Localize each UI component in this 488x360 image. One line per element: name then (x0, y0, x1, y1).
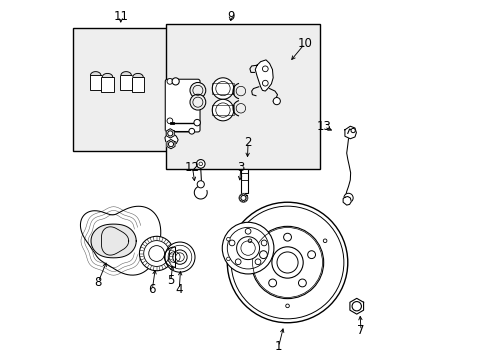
Bar (101, 77, 113, 92)
Circle shape (255, 259, 260, 265)
Circle shape (236, 237, 259, 260)
Circle shape (261, 240, 266, 246)
Polygon shape (344, 126, 356, 139)
Circle shape (167, 78, 172, 84)
Circle shape (262, 66, 267, 72)
Polygon shape (255, 60, 273, 91)
Bar (120, 75, 132, 90)
Circle shape (226, 257, 230, 261)
Bar (89, 75, 102, 90)
Circle shape (222, 222, 273, 274)
Bar (132, 77, 144, 92)
Circle shape (139, 236, 174, 271)
Text: 8: 8 (94, 276, 102, 289)
Polygon shape (133, 73, 143, 77)
Text: 11: 11 (113, 10, 128, 23)
Circle shape (239, 194, 247, 202)
Circle shape (212, 99, 233, 121)
Text: 6: 6 (148, 283, 156, 296)
Circle shape (271, 247, 303, 278)
Polygon shape (166, 129, 174, 138)
Bar (73, 28, 171, 151)
Text: 7: 7 (357, 324, 364, 337)
Circle shape (307, 251, 315, 258)
Text: 5: 5 (167, 274, 174, 287)
Circle shape (259, 251, 267, 258)
Polygon shape (239, 194, 246, 202)
FancyBboxPatch shape (165, 79, 200, 132)
Circle shape (235, 259, 241, 265)
Polygon shape (80, 206, 161, 275)
Circle shape (227, 202, 347, 323)
Circle shape (251, 226, 323, 299)
Circle shape (196, 159, 204, 168)
Circle shape (197, 181, 204, 188)
Circle shape (229, 240, 234, 246)
Text: 1: 1 (274, 340, 282, 353)
Circle shape (164, 242, 195, 272)
Circle shape (298, 279, 305, 287)
Text: 4: 4 (175, 283, 183, 296)
Bar (212, 105, 233, 116)
Text: 9: 9 (226, 10, 234, 23)
Circle shape (172, 78, 179, 85)
Circle shape (190, 82, 205, 98)
Circle shape (247, 239, 251, 243)
Circle shape (262, 80, 267, 86)
Polygon shape (349, 298, 363, 314)
Circle shape (285, 304, 289, 308)
Circle shape (323, 239, 326, 243)
Circle shape (212, 78, 233, 99)
Circle shape (273, 98, 280, 105)
Bar (241, 169, 247, 193)
Polygon shape (102, 73, 112, 77)
Text: 2: 2 (244, 136, 251, 149)
Circle shape (350, 129, 355, 133)
Circle shape (188, 129, 194, 134)
Circle shape (167, 118, 172, 124)
Text: 10: 10 (297, 37, 311, 50)
Polygon shape (343, 197, 351, 205)
Polygon shape (91, 224, 136, 258)
Polygon shape (164, 130, 178, 145)
Circle shape (244, 228, 250, 234)
Polygon shape (166, 139, 175, 149)
Text: 12: 12 (184, 161, 200, 174)
Circle shape (194, 120, 200, 126)
Circle shape (190, 94, 205, 110)
Bar (212, 83, 233, 94)
Circle shape (343, 193, 352, 203)
Polygon shape (90, 72, 101, 75)
Circle shape (283, 233, 291, 241)
Circle shape (226, 237, 230, 241)
Polygon shape (121, 72, 131, 75)
Text: 13: 13 (316, 121, 331, 134)
Circle shape (268, 279, 276, 287)
Text: 3: 3 (237, 161, 244, 174)
Bar (165, 24, 319, 169)
